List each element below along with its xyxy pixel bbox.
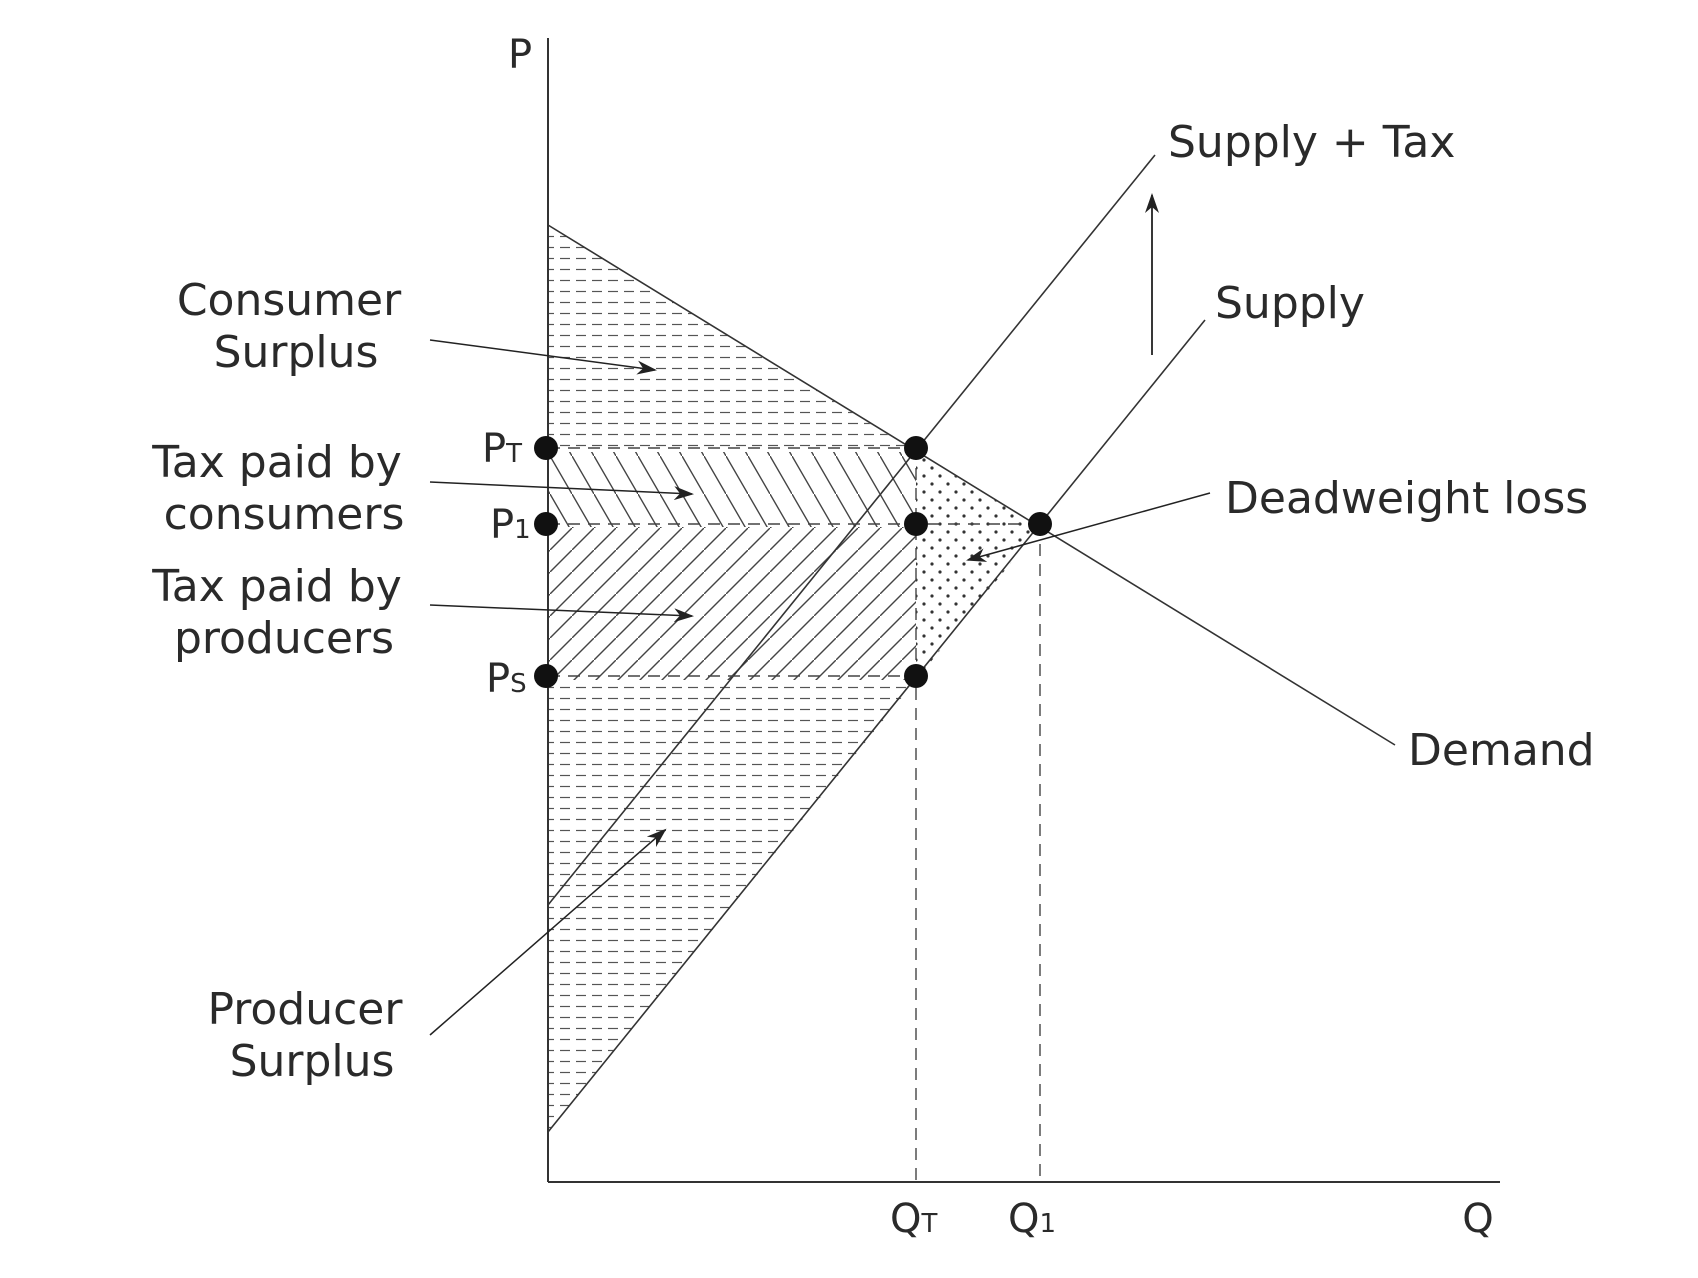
point-equilibrium [1028, 512, 1052, 536]
supply-curve [547, 319, 1206, 1133]
demand-curve [547, 224, 1396, 746]
price-tick-ps: PS [486, 656, 527, 702]
producer-surplus-label: Producer Surplus [208, 984, 417, 1087]
x-axis-label: Q [1462, 1196, 1493, 1242]
pointer-lines [429, 339, 1211, 1036]
point-p1-axis [534, 512, 558, 536]
price-tick-p1: P1 [490, 502, 531, 548]
tax-paid-by-producers-label: Tax paid by producers [151, 561, 416, 664]
producer-surplus-pointer [429, 828, 667, 1036]
price-tick-pt: PT [482, 426, 522, 472]
tax-consumers-pointer [429, 481, 694, 501]
point-p1-qt [904, 512, 928, 536]
deadweight-loss-label: Deadweight loss [1225, 473, 1588, 524]
tax-paid-by-producers-region [548, 527, 916, 680]
guide-lines [548, 447, 1041, 1182]
quantity-tick-q1: Q1 [1008, 1196, 1056, 1242]
point-tax-demand [904, 436, 928, 460]
demand-label: Demand [1408, 725, 1595, 776]
tax-paid-by-consumers-region [548, 452, 916, 527]
supply-tax-curve [547, 154, 1156, 906]
consumer-surplus-label: Consumer Surplus [177, 275, 415, 378]
supply-tax-label: Supply + Tax [1168, 117, 1455, 168]
consumer-surplus-pointer [429, 339, 657, 375]
tax-paid-by-consumers-label: Tax paid by consumers [151, 437, 416, 540]
point-ps-axis [534, 664, 558, 688]
supply-label: Supply [1215, 278, 1365, 329]
tax-producers-pointer [429, 604, 694, 623]
quantity-tick-qt: QT [890, 1196, 937, 1242]
point-pt-axis [534, 436, 558, 460]
point-ps-supply [904, 664, 928, 688]
y-axis-label: P [508, 32, 532, 78]
deadweight-loss-pointer [966, 492, 1211, 562]
deadweight-loss-region [916, 452, 1040, 680]
points [534, 436, 1052, 688]
